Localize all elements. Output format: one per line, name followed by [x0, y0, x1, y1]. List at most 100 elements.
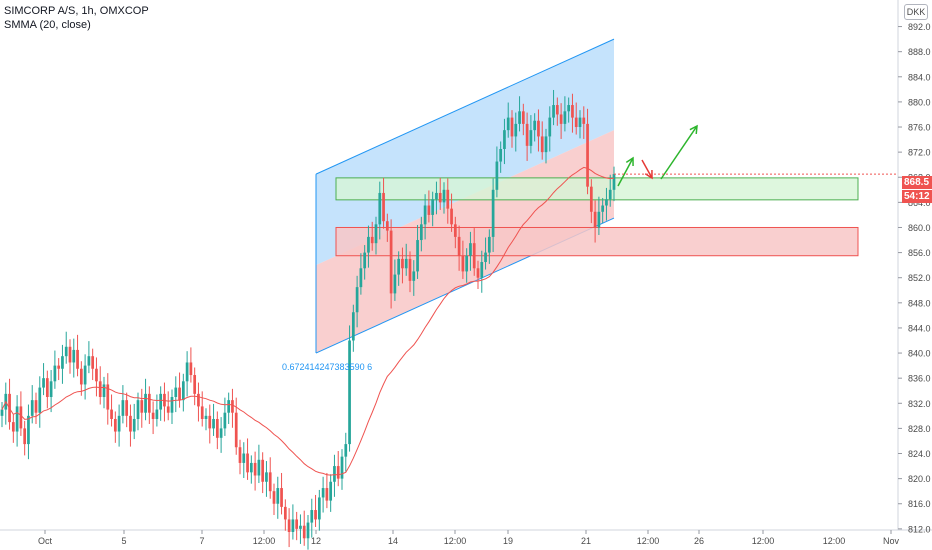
candle-body — [408, 258, 412, 281]
fib-ratio-label: 0.672414247383590 6 — [282, 362, 373, 372]
candle-body — [291, 519, 295, 532]
candle-body — [87, 356, 91, 366]
candle-body — [200, 406, 204, 419]
candle-body — [265, 472, 268, 482]
candle-body — [234, 412, 238, 448]
smma-indicator-label[interactable]: SMMA (20, close) — [4, 19, 91, 31]
candle-body — [242, 453, 246, 463]
candle-body — [510, 117, 514, 137]
candle-body — [476, 268, 480, 278]
candle-body — [389, 230, 393, 294]
price-tick-label: 836.0 — [908, 374, 931, 384]
candle-body — [151, 412, 155, 419]
candle-body — [521, 111, 525, 124]
time-tick-label: 5 — [121, 536, 126, 546]
candle-body — [533, 120, 537, 131]
candle-body — [231, 400, 234, 413]
candle-body — [419, 224, 423, 241]
candle-body — [76, 349, 79, 369]
candle-body — [310, 510, 314, 523]
candle-body — [227, 400, 231, 413]
currency-label[interactable]: DKK — [904, 4, 928, 20]
candle-body — [325, 488, 329, 501]
candle-body — [529, 130, 533, 146]
candle-body — [185, 362, 189, 382]
candle-body — [246, 453, 249, 473]
price-tick-label: 888.0 — [908, 47, 931, 57]
candle-body — [351, 312, 355, 341]
candle-body — [299, 525, 302, 529]
candle-body — [110, 409, 113, 419]
candle-body — [102, 384, 106, 398]
candle-body — [567, 105, 571, 112]
time-tick-label: 12:00 — [752, 536, 775, 546]
candle-body — [597, 211, 601, 228]
candle-body — [238, 447, 242, 463]
candle-body — [193, 375, 197, 394]
candle-body — [518, 111, 521, 124]
candle-body — [49, 381, 53, 398]
candle-body — [45, 378, 49, 398]
candle-body — [261, 459, 265, 482]
candle-body — [537, 120, 540, 137]
candle-body — [61, 356, 64, 369]
candle-body — [416, 240, 419, 272]
candle-body — [98, 381, 102, 398]
candle-body — [571, 105, 574, 118]
price-tick-label: 824.0 — [908, 449, 931, 459]
candle-body — [401, 258, 404, 269]
candle-body — [469, 243, 472, 256]
price-tick-label: 820.0 — [908, 474, 931, 484]
candle-body — [484, 252, 487, 263]
candle-body — [355, 287, 359, 313]
time-tick-label: 21 — [581, 536, 591, 546]
price-tick-label: 892.0 — [908, 22, 931, 32]
candle-body — [525, 123, 529, 146]
candle-body — [608, 189, 612, 200]
candle-body — [253, 462, 257, 476]
price-tick-label: 860.0 — [908, 223, 931, 233]
candle-body — [374, 224, 378, 244]
candle-body — [181, 381, 185, 401]
candle-body — [15, 406, 19, 432]
candle-body — [321, 488, 325, 498]
candle-body — [472, 243, 476, 269]
support-zone-box — [335, 226, 859, 257]
time-tick-label: 12 — [311, 536, 321, 546]
candle-body — [601, 205, 605, 212]
candle-body — [215, 418, 219, 438]
candle-body — [589, 186, 593, 212]
candle-body — [295, 519, 299, 529]
candle-body — [212, 418, 215, 429]
time-tick-label: 19 — [503, 536, 513, 546]
candle-body — [574, 117, 578, 128]
candle-body — [30, 400, 34, 416]
candle-body — [503, 130, 506, 149]
symbol-title[interactable]: SIMCORP A/S, 1h, OMXCOP — [4, 5, 149, 17]
candle-body — [582, 117, 586, 124]
candle-body — [314, 510, 317, 520]
candle-body — [329, 481, 333, 501]
price-tick-label: 844.0 — [908, 323, 931, 333]
candle-body — [487, 236, 491, 253]
price-tick-label: 812.0 — [908, 524, 931, 534]
candle-body — [552, 105, 555, 118]
candle-body — [317, 497, 321, 520]
channel-upper-line — [315, 38, 615, 175]
candle-body — [11, 422, 15, 432]
price-tick-label: 816.0 — [908, 499, 931, 509]
candle-body — [268, 472, 272, 492]
price-tick-label: 856.0 — [908, 248, 931, 258]
price-tick-label: 884.0 — [908, 72, 931, 82]
candle-body — [38, 387, 42, 413]
time-tick-label: 7 — [199, 536, 204, 546]
candle-body — [385, 221, 389, 231]
candle-body — [506, 117, 510, 131]
time-tick-label: 12:00 — [637, 536, 660, 546]
candle-body — [431, 199, 435, 215]
candle-body — [197, 393, 200, 407]
candle-body — [378, 192, 382, 225]
candle-body — [155, 409, 159, 419]
candle-body — [0, 409, 4, 416]
